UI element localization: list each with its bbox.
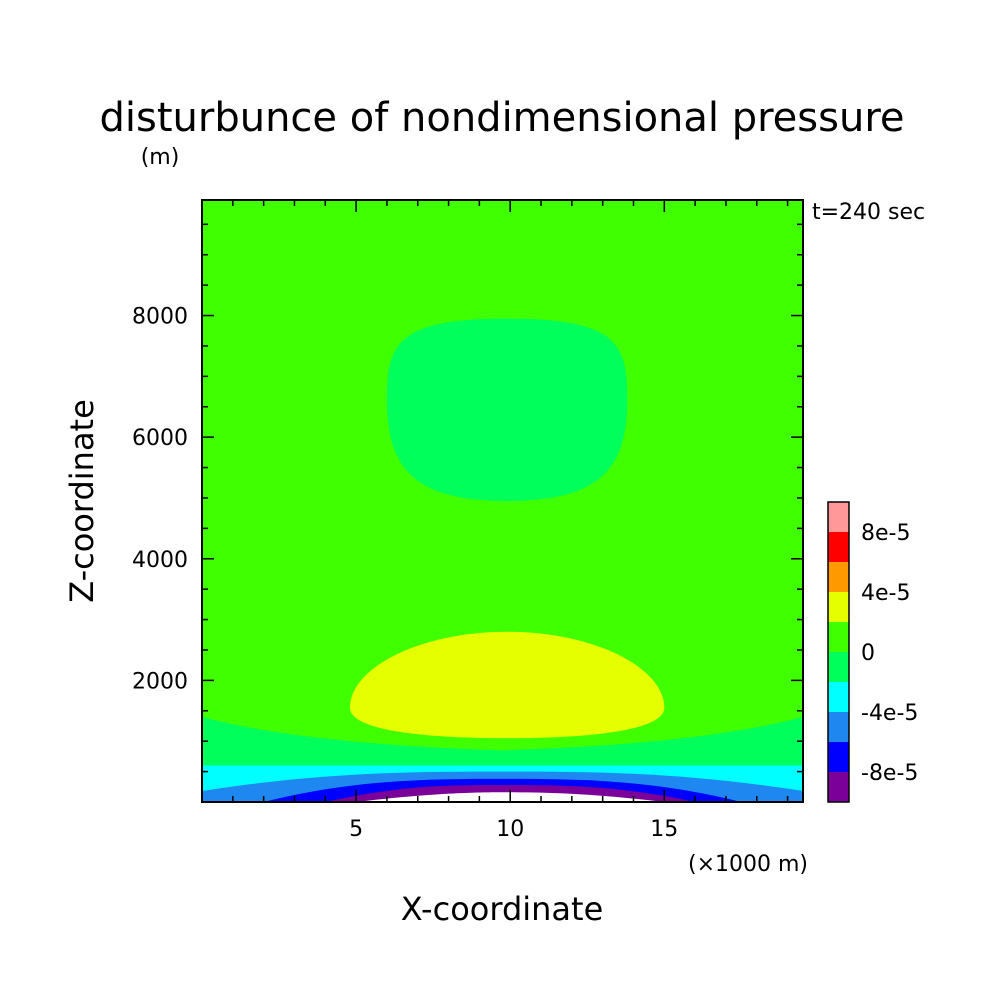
colorbar-swatch (828, 592, 849, 622)
y-tick-label: 2000 (132, 669, 188, 694)
colorbar-swatch (828, 622, 849, 652)
colorbar-swatch (828, 562, 849, 592)
x-axis-label: X-coordinate (401, 890, 604, 928)
x-tick-label: 10 (496, 817, 524, 842)
y-tick-label: 6000 (132, 426, 188, 451)
x-tick-label: 5 (349, 817, 363, 842)
y-axis-label: Z-coordinate (63, 399, 101, 603)
colorbar-tick-label: -4e-5 (861, 701, 918, 726)
plot-frame (201, 199, 804, 803)
colorbar-swatch (828, 772, 849, 802)
colorbar-tick-label: 0 (861, 641, 875, 666)
colorbar-tick-label: 8e-5 (861, 521, 910, 546)
colorbar-swatch (828, 502, 849, 532)
colorbar-swatch (828, 652, 849, 682)
positive-pressure-cell (349, 631, 665, 739)
y-tick-label: 4000 (132, 548, 188, 573)
colorbar-swatch (828, 742, 849, 772)
colorbar-tick-label: -8e-5 (861, 761, 918, 786)
y-tick-label: 8000 (132, 305, 188, 330)
colorbar: -8e-5 -4e-5 0 4e-5 8e-5 (827, 501, 918, 803)
time-label: t=240 sec (812, 200, 925, 225)
y-unit-label: (m) (141, 145, 180, 170)
colorbar-swatch (828, 712, 849, 742)
axis-ticks: 5 10 15 2000 4000 6000 8000 (132, 200, 803, 842)
contour-field (202, 200, 803, 802)
negative-low-pressure-cell (386, 318, 628, 501)
x-unit-label: (×1000 m) (688, 852, 808, 877)
chart-title: disturbunce of nondimensional pressure (100, 95, 905, 141)
colorbar-tick-label: 4e-5 (861, 581, 910, 606)
colorbar-swatch (828, 532, 849, 562)
colorbar-swatch (828, 682, 849, 712)
colorbar-frame (827, 501, 850, 803)
x-tick-label: 15 (650, 817, 678, 842)
